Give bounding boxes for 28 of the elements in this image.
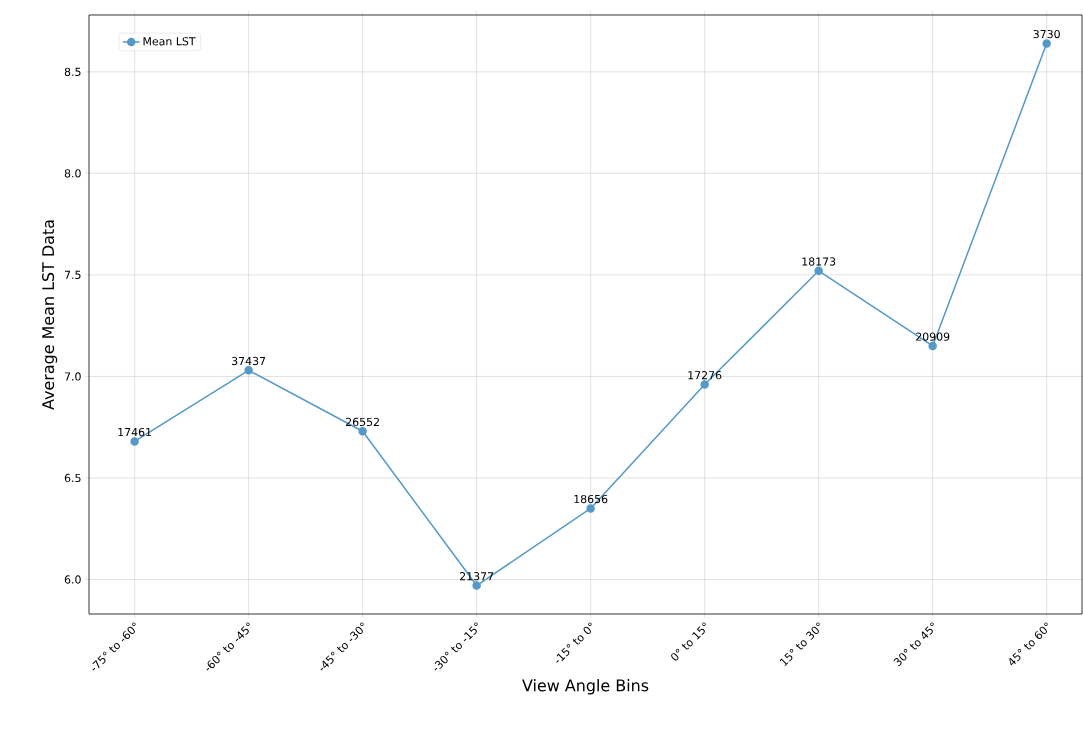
y-tick-label: 6.0 (64, 575, 81, 584)
point (358, 427, 367, 436)
point (928, 341, 937, 351)
y-axis-title: Average Mean LST Data (42, 220, 58, 410)
annotation: 17461 (118, 427, 151, 437)
annotation: 26552 (345, 417, 379, 427)
x-tick-label: 15° to 30° (779, 622, 820, 667)
y-tick-label: 8.0 (64, 169, 81, 178)
y-tick-label: 6.5 (64, 473, 81, 483)
point (700, 380, 709, 389)
annotation: 18173 (802, 257, 836, 266)
x-tick-label: 45° to 60° (1009, 622, 1048, 666)
legend-label: Mean LST (143, 37, 196, 46)
y-tick-label: 7.0 (64, 372, 81, 381)
x-tick-label: 0° to 15° (671, 622, 706, 661)
x-axis-title: View Angle Bins (522, 679, 649, 695)
point (244, 366, 253, 375)
x-tick-label: 30° to 45° (893, 622, 934, 667)
point (472, 581, 481, 590)
annotation: 37437 (232, 356, 266, 366)
point (814, 266, 823, 276)
point (1042, 39, 1051, 48)
y-tick-label: 7.5 (64, 270, 81, 279)
point (130, 437, 139, 446)
annotation: 3730 (1033, 29, 1060, 39)
y-tick-label: 8.5 (64, 67, 81, 76)
point (586, 504, 595, 513)
annotation: 20909 (916, 332, 950, 341)
